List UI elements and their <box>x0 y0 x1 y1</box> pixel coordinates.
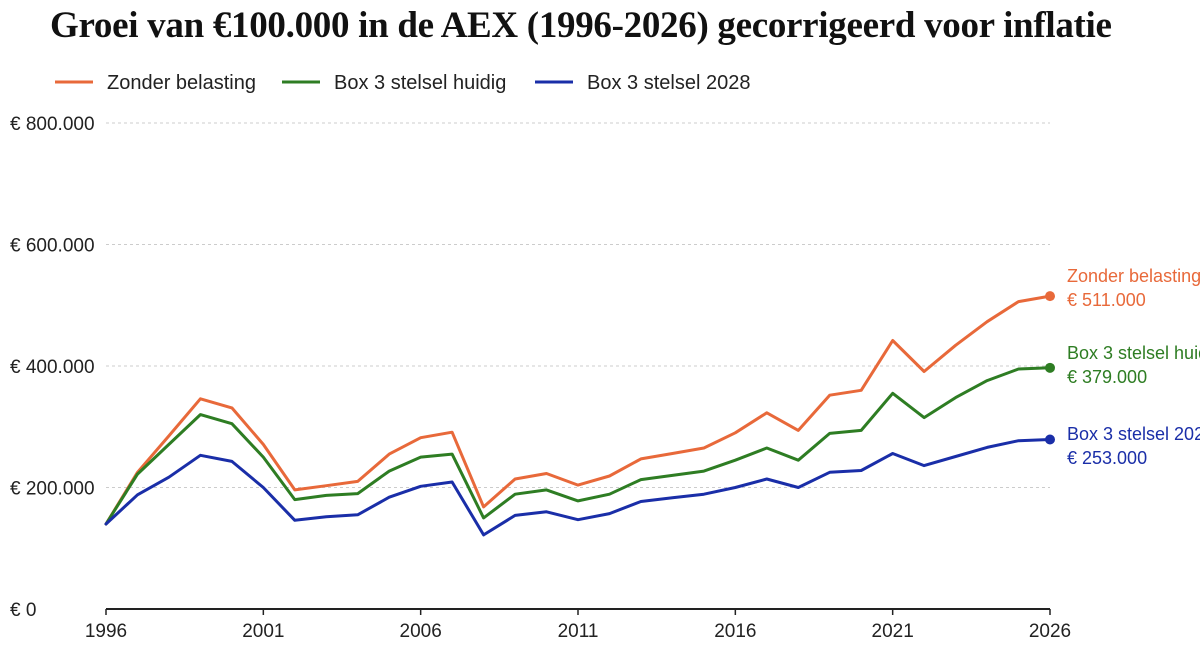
legend-label-2: Box 3 stelsel 2028 <box>587 72 750 94</box>
x-tick-label-3: 2011 <box>558 621 599 642</box>
series-end-point-0 <box>1045 291 1055 302</box>
y-tick-label-4: € 800.000 <box>10 114 95 135</box>
x-axis: 1996 2001 2006 2011 2016 2021 2026 <box>85 608 1071 642</box>
x-tick-label-6: 2026 <box>1029 621 1071 642</box>
grid <box>106 122 1050 488</box>
y-tick-label-1: € 200.000 <box>10 479 95 500</box>
x-tick-label-1: 2001 <box>242 621 284 642</box>
legend-label-1: Box 3 stelsel huidig <box>334 72 506 94</box>
chart-title: Groei van €100.000 in de AEX (1996-2026)… <box>50 5 1112 46</box>
series-end-point-1 <box>1045 362 1055 373</box>
y-tick-label-2: € 400.000 <box>10 357 95 378</box>
series-line-2 <box>104 438 1052 537</box>
x-tick-label-4: 2016 <box>714 621 756 642</box>
end-label-value-2: € 253.000 <box>1067 448 1147 468</box>
x-tick-label-2: 2006 <box>400 621 442 642</box>
series-line-1 <box>104 366 1052 526</box>
x-tick-label-5: 2021 <box>872 621 914 642</box>
end-label-name-2: Box 3 stelsel 2028: <box>1067 424 1200 444</box>
y-axis: € 0 € 200.000 € 400.000 € 600.000 € 800.000 <box>10 114 95 621</box>
end-label-value-1: € 379.000 <box>1067 367 1147 387</box>
x-tick-label-0: 1996 <box>85 621 127 642</box>
series-line-0 <box>104 294 1052 526</box>
end-label-name-0: Zonder belasting: <box>1067 266 1200 286</box>
legend: Zonder belasting Box 3 stelsel huidig Box … <box>55 72 750 94</box>
end-label-name-1: Box 3 stelsel huidig: <box>1067 343 1200 363</box>
y-tick-label-3: € 600.000 <box>10 236 95 257</box>
series-end-point-2 <box>1045 434 1055 445</box>
legend-label-0: Zonder belasting <box>107 72 256 94</box>
end-label-value-0: € 511.000 <box>1067 290 1146 310</box>
y-tick-label-0: € 0 <box>10 600 36 621</box>
end-labels: Zonder belasting: € 511.000 Box 3 stelsel … <box>1067 266 1200 468</box>
series-layer <box>104 291 1055 537</box>
